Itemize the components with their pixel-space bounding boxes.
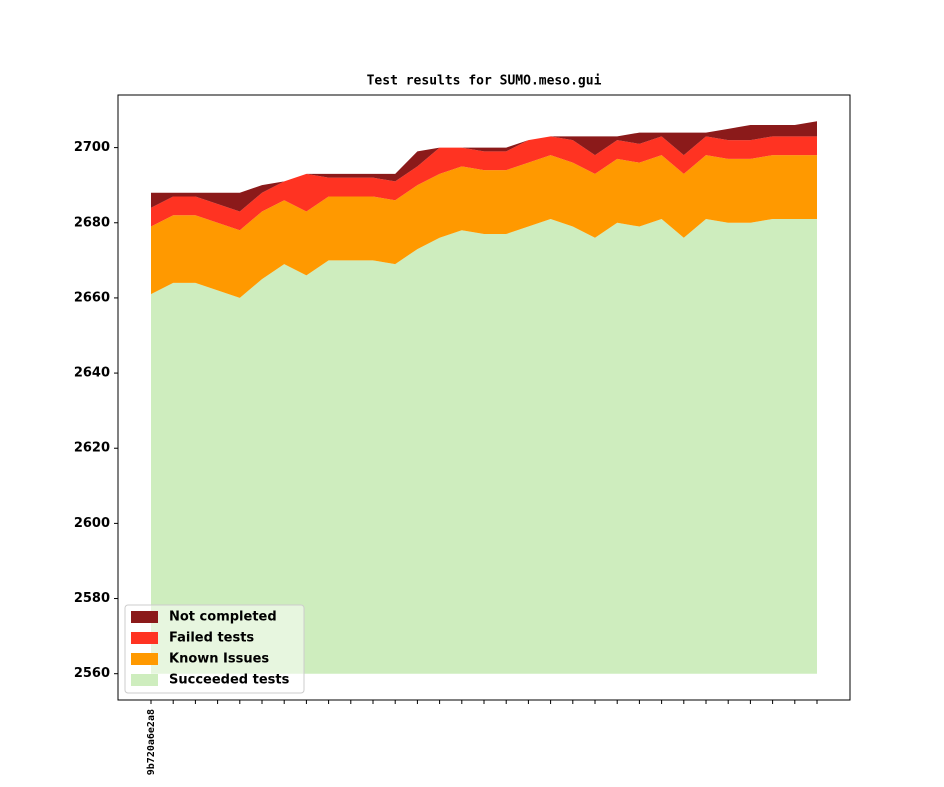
legend-swatch (131, 632, 158, 644)
y-tick-label: 2580 (74, 591, 110, 606)
area (151, 155, 817, 298)
area (151, 121, 817, 212)
y-tick-label: 2680 (74, 215, 110, 230)
legend-swatch (131, 674, 158, 686)
y-tick-label: 2700 (74, 140, 110, 155)
legend-swatch (131, 611, 158, 623)
legend-label: Not completed (169, 610, 277, 625)
legend-box (124, 604, 305, 694)
y-tick-label: 2600 (74, 516, 110, 531)
area (151, 219, 817, 674)
x-tick-label: 9b720a6e2a8 (146, 709, 157, 775)
chart-title: Test results for SUMO.meso.gui (367, 74, 602, 89)
y-tick-label: 2640 (74, 366, 110, 381)
legend-label: Succeeded tests (169, 673, 290, 688)
legend-swatch (131, 653, 158, 665)
legend: Not completed Failed tests Known Issues Suc… (124, 604, 305, 694)
y-tick-label: 2620 (74, 441, 110, 456)
legend-label: Known Issues (169, 652, 269, 667)
legend-label: Failed tests (169, 631, 254, 646)
y-tick-label: 2660 (74, 290, 110, 305)
area (151, 136, 817, 231)
y-tick-label: 2560 (74, 666, 110, 681)
